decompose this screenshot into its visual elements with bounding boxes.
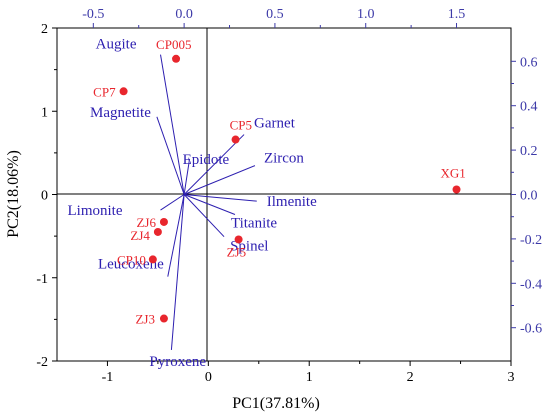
loading-label: Zircon [264,151,304,167]
loading-label: Limonite [68,203,123,219]
loading-label: Titanite [231,215,277,231]
y-tick-label: 0 [41,189,48,204]
sample-label: ZJ4 [130,228,150,243]
right-tick-label: 0.0 [520,189,538,204]
right-tick-label: 0.6 [520,55,538,70]
x-tick-label: 3 [508,370,515,385]
right-tick-label: -0.6 [520,322,542,337]
sample-label: XG1 [441,166,466,181]
loading-vector [183,158,191,195]
sample-label: ZJ6 [136,215,156,230]
loading-vector [183,134,245,195]
sample-point [119,87,128,96]
loading-label: Pyroxene [149,354,206,370]
loading-label: Magnetite [90,105,151,121]
x-tick-label: 2 [407,370,414,385]
y-tick-label: -1 [36,272,48,287]
sample-point [172,54,181,63]
top-tick-label: -0.5 [82,7,104,22]
sample-point [452,185,461,194]
loading-label: Ilmenite [267,194,317,210]
sample-point [148,255,157,264]
loading-vector [183,165,256,195]
loading-vector [184,194,257,202]
loading-vector [160,194,185,211]
sample-point [231,135,240,144]
top-tick-label: 1.5 [448,7,466,22]
top-tick-label: 1.0 [357,7,375,22]
x-tick-label: 0 [205,370,212,385]
loading-vector [156,116,185,195]
sample-point [159,314,168,323]
x-tick-label: 1 [306,370,313,385]
y-tick-label: -2 [36,355,48,370]
loading-label: Garnet [254,116,296,132]
right-tick-label: -0.4 [520,277,542,292]
sample-label: ZJ5 [227,244,247,259]
loading-vector [170,194,185,350]
loading-vector [167,194,185,277]
loading-vector [183,194,225,238]
loading-label: Augite [96,37,137,53]
right-tick-label: -0.2 [520,233,542,248]
loading-label: Epidote [183,152,230,168]
sample-point [234,235,243,244]
sample-label: ZJ3 [135,312,155,327]
y-tick-label: 2 [41,22,48,37]
y-tick-label: 1 [41,105,48,120]
loading-label: Leucoxene [98,257,164,273]
loading-vector [183,194,236,215]
x-tick-label: -1 [102,370,114,385]
sample-label: CP5 [230,118,252,133]
sample-point [153,227,162,236]
sample-label: CP10 [117,252,146,267]
sample-point [159,217,168,226]
right-tick-label: 0.2 [520,144,538,159]
sample-label: CP7 [93,84,116,99]
loading-vector [160,54,185,195]
sample-label: CP005 [156,37,191,52]
right-tick-label: 0.4 [520,100,538,115]
top-tick-label: 0.0 [175,7,193,22]
top-tick-label: 0.5 [266,7,284,22]
x-axis-title: PC1(37.81%) [232,395,320,412]
y-axis-title: PC2(18.06%) [5,150,22,238]
